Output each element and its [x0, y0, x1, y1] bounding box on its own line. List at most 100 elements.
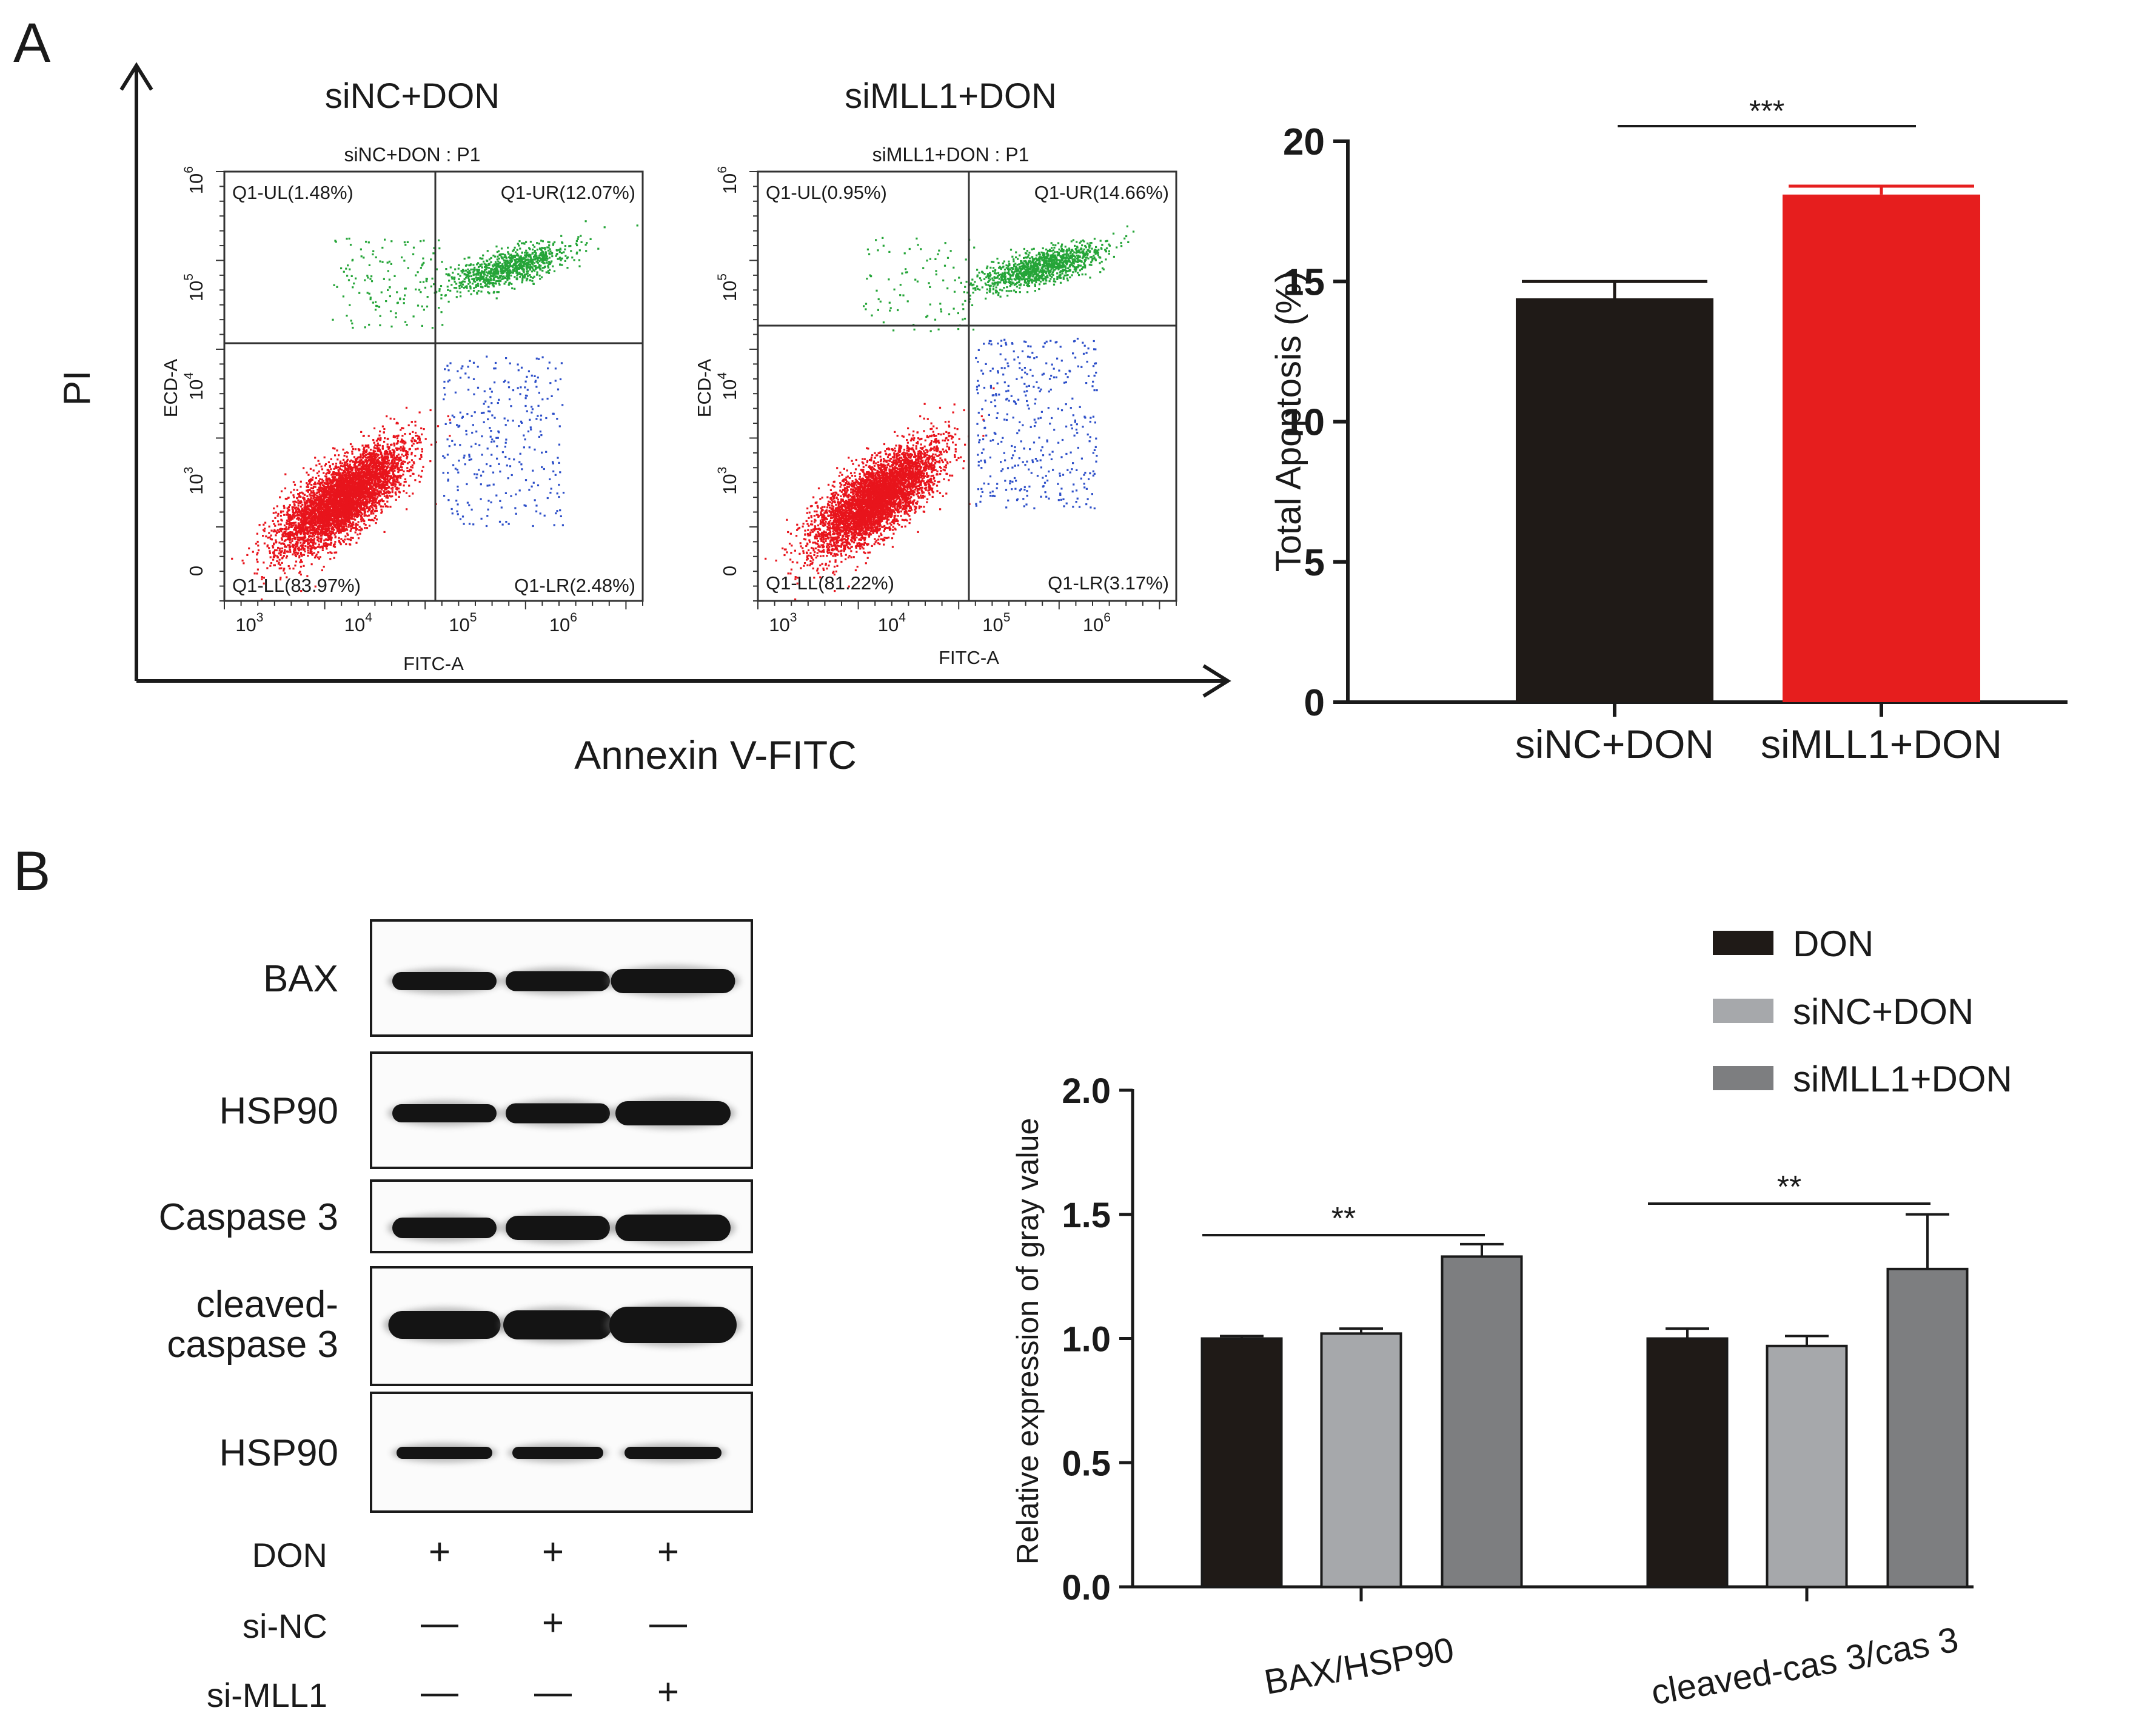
flow-event-dot — [358, 495, 361, 497]
flow-event-dot — [393, 451, 396, 453]
flow-event-dot — [322, 517, 324, 520]
flow-event-dot — [322, 515, 324, 518]
flow-event-dot — [410, 469, 412, 472]
flow-event-dot — [378, 449, 381, 451]
flow-event-dot — [327, 481, 329, 483]
flow-event-dot — [349, 500, 352, 503]
flow-event-dot — [326, 514, 329, 517]
flow-event-dot — [356, 500, 358, 503]
flow-event-dot — [352, 504, 355, 507]
flow-event-dot — [383, 452, 386, 455]
flow-event-dot — [378, 476, 381, 479]
flow-event-dot — [412, 443, 415, 445]
flow-event-dot — [360, 455, 362, 458]
flow-event-dot — [303, 497, 306, 500]
flow-event-dot — [372, 452, 375, 455]
flow-event-dot — [297, 552, 300, 554]
flow-event-dot — [370, 452, 373, 455]
flow-event-dot — [336, 488, 338, 491]
flow-event-dot — [351, 469, 353, 472]
flow-event-dot — [381, 488, 383, 491]
flow-event-dot — [300, 529, 302, 531]
flow-event-dot — [375, 485, 378, 488]
flow-event-dot — [303, 506, 306, 509]
flow-event-dot — [324, 545, 326, 547]
flow-event-dot — [418, 411, 421, 414]
flow-event-dot — [313, 483, 315, 486]
flow-event-dot — [341, 509, 344, 511]
flow-event-dot — [375, 505, 378, 508]
flow-event-dot — [352, 466, 355, 469]
flow-event-dot — [280, 490, 283, 492]
flow-event-dot — [327, 526, 330, 528]
flow-event-dot — [309, 481, 311, 484]
flow-event-dot — [256, 572, 258, 575]
flow-event-dot — [303, 467, 305, 469]
flow-event-dot — [295, 560, 298, 563]
flow-title-sinc: siNC+DON : P1 — [344, 144, 481, 166]
flow-event-dot — [337, 529, 339, 531]
flow-event-dot — [365, 445, 367, 448]
flow-event-dot — [351, 488, 353, 490]
flow-event-dot — [295, 531, 298, 533]
flow-event-dot — [280, 523, 282, 526]
flow-event-dot — [420, 455, 423, 458]
flow-event-dot — [388, 459, 390, 462]
flow-event-dot — [375, 447, 377, 449]
flow-event-dot — [349, 501, 352, 504]
flow-event-dot — [348, 490, 350, 492]
flow-event-dot — [289, 549, 292, 551]
flow-event-dot — [399, 457, 401, 460]
flow-event-dot — [381, 465, 384, 468]
flow-event-dot — [314, 494, 316, 496]
flow-event-dot — [301, 491, 303, 494]
flow-event-dot — [383, 466, 386, 469]
flow-event-dot — [293, 496, 295, 498]
flow-event-dot — [295, 551, 298, 554]
flow-event-dot — [299, 492, 301, 494]
flow-event-dot — [344, 504, 346, 507]
flow-event-dot — [361, 481, 363, 484]
flow-event-dot — [291, 540, 293, 542]
flow-event-dot — [338, 526, 341, 528]
flow-event-dot — [334, 500, 337, 503]
flow-event-dot — [335, 526, 338, 529]
flow-event-dot — [327, 504, 330, 507]
flow-event-dot — [414, 439, 416, 441]
flow-event-dot — [350, 539, 352, 541]
flow-event-dot — [353, 491, 356, 494]
flow-event-dot — [386, 506, 389, 508]
flow-event-dot — [320, 486, 322, 489]
flow-event-dot — [412, 437, 414, 439]
flow-event-dot — [268, 547, 270, 549]
flow-event-dot — [358, 449, 361, 452]
flow-event-dot — [294, 549, 296, 552]
flow-event-dot — [324, 475, 327, 478]
flow-event-dot — [323, 486, 325, 488]
flow-event-dot — [349, 508, 352, 510]
flow-event-dot — [364, 459, 366, 461]
flow-event-dot — [300, 531, 302, 533]
flow-event-dot — [293, 503, 296, 505]
flow-event-dot — [354, 518, 357, 521]
flow-event-dot — [340, 538, 343, 540]
flow-event-dot — [318, 493, 321, 495]
flow-event-dot — [328, 523, 330, 526]
flow-event-dot — [348, 480, 350, 483]
flow-event-dot — [353, 463, 356, 465]
flow-event-dot — [329, 482, 331, 485]
flow-event-dot — [369, 519, 372, 521]
flow-event-dot — [378, 487, 380, 489]
flow-event-dot — [387, 462, 390, 464]
flow-event-dot — [391, 483, 393, 486]
flow-event-dot — [321, 531, 324, 534]
flow-event-dot — [375, 456, 378, 459]
flow-event-dot — [327, 537, 330, 539]
flow-event-dot — [393, 460, 396, 462]
flow-event-dot — [351, 481, 353, 484]
flow-event-dot — [378, 464, 380, 466]
flow-event-dot — [256, 540, 259, 543]
flow-event-dot — [315, 513, 317, 515]
flow-event-dot — [283, 555, 285, 557]
flow-event-dot — [344, 535, 347, 538]
